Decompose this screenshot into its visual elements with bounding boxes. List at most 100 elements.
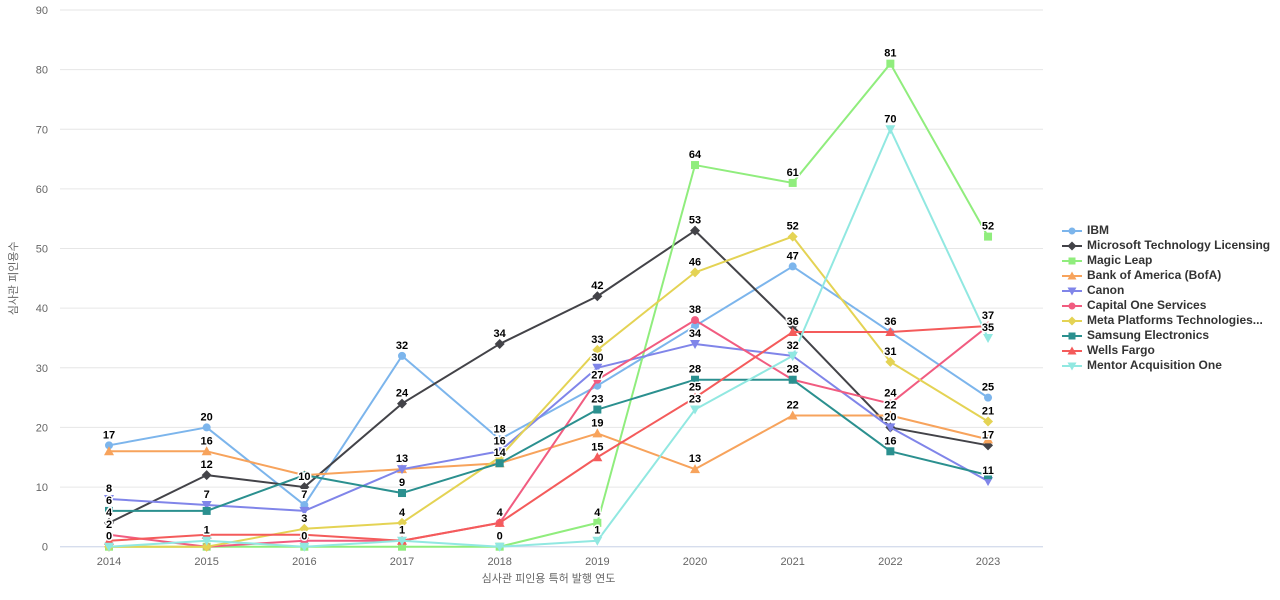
data-label-canon-2015: 7 [204, 489, 210, 501]
data-label-microsoft-technology-licensing-2022: 20 [884, 411, 896, 423]
series-samsung-electronics [105, 375, 993, 515]
legend-label-ibm: IBM [1087, 223, 1109, 237]
labels-ibm: 17 20 7 32 18 27 47 25 [101, 249, 995, 503]
legend-symbol-meta-platforms-technologies [1067, 316, 1077, 325]
x-axis-title: 심사관 피인용 특허 발행 연도 [482, 572, 616, 585]
data-label-mentor-acquisition-one-2020: 23 [689, 394, 701, 406]
data-label-meta-platforms-technologies-2023: 21 [982, 405, 994, 417]
marker-bank-of-america-bofa-2021 [787, 410, 798, 420]
marker-microsoft-technology-licensing-2016 [299, 482, 310, 493]
x-tick-label-2018: 2018 [487, 556, 511, 568]
marker-wells-fargo-2019 [592, 452, 603, 462]
legend-item-samsung-electronics[interactable]: Samsung Electronics [1062, 328, 1270, 343]
marker-canon-2018 [494, 447, 505, 457]
marker-canon-2023 [983, 477, 994, 487]
marker-meta-platforms-technologies-2020 [690, 267, 701, 278]
legend-label-mentor-acquisition-one: Mentor Acquisition One [1087, 358, 1222, 372]
data-label-magic-leap-2022: 81 [884, 48, 896, 60]
legend-label-capital-one-services: Capital One Services [1087, 298, 1207, 312]
legend-item-canon[interactable]: Canon [1062, 283, 1270, 298]
series-ibm [105, 262, 993, 509]
data-label-canon-2014: 8 [106, 483, 112, 495]
legend-symbol-mentor-acquisition-one [1067, 362, 1077, 370]
labels-microsoft-technology-licensing: 4 12 10 24 34 42 53 20 17 [104, 213, 995, 520]
marker-samsung-electronics-2015 [202, 506, 211, 515]
series-line-capital-one-services [108, 319, 990, 548]
marker-canon-2020 [690, 339, 701, 349]
marker-canon-2015 [201, 500, 212, 510]
data-label-microsoft-technology-licensing-2016: 10 [298, 471, 310, 483]
legend-item-bank-of-america-bofa[interactable]: Bank of America (BofA) [1062, 268, 1270, 283]
marker-canon-2014 [104, 494, 114, 504]
chart-legend: IBM Microsoft Technology Licensing Magic L… [1062, 223, 1270, 373]
series-wells-fargo [104, 321, 994, 545]
marker-samsung-electronics-2023 [984, 471, 993, 480]
labels-samsung-electronics: 6 9 23 28 16 [104, 362, 898, 508]
data-label-bank-of-america-bofa-2019: 19 [591, 417, 603, 429]
data-label-ibm-2016: 7 [301, 489, 307, 501]
data-label-magic-leap-2020: 64 [689, 149, 702, 161]
x-tick-label-2021: 2021 [780, 556, 804, 568]
legend-symbol-ibm [1068, 227, 1076, 234]
legend-item-capital-one-services[interactable]: Capital One Services [1062, 298, 1270, 313]
marker-bank-of-america-bofa-2020 [690, 464, 701, 474]
data-label-ibm-2015: 20 [201, 411, 213, 423]
data-label-ibm-2021: 47 [787, 250, 799, 262]
data-label-magic-leap-2016: 0 [301, 531, 307, 543]
marker-meta-platforms-technologies-2015 [201, 541, 212, 552]
series-magic-leap [105, 59, 993, 551]
legend-item-ibm[interactable]: IBM [1062, 223, 1270, 238]
y-tick-label: 60 [36, 184, 48, 196]
marker-canon-2017 [397, 465, 408, 475]
series-mentor-acquisition-one [104, 125, 994, 552]
data-label-mentor-acquisition-one-2021: 32 [787, 340, 799, 352]
marker-microsoft-technology-licensing-2021 [787, 321, 798, 332]
marker-ibm-2020 [691, 322, 700, 331]
data-label-mentor-acquisition-one-2015: 1 [204, 525, 210, 537]
legend-label-magic-leap: Magic Leap [1087, 253, 1153, 267]
series-line-bank-of-america-bofa [108, 414, 990, 477]
y-tick-label: 20 [36, 422, 48, 434]
x-tick-label-2016: 2016 [292, 556, 316, 568]
legend-label-wells-fargo: Wells Fargo [1087, 343, 1155, 357]
marker-microsoft-technology-licensing-2015 [201, 470, 212, 481]
marker-magic-leap-2023 [984, 232, 993, 241]
marker-samsung-electronics-2014 [105, 506, 113, 515]
series-line-meta-platforms-technologies [108, 235, 990, 548]
marker-mentor-acquisition-one-2017 [397, 536, 408, 546]
marker-wells-fargo-2020 [690, 392, 701, 402]
marker-microsoft-technology-licensing-2014 [104, 517, 114, 528]
legend-item-meta-platforms-technologies[interactable]: Meta Platforms Technologies... [1062, 313, 1270, 328]
marker-mentor-acquisition-one-2023 [983, 333, 994, 343]
marker-mentor-acquisition-one-2016 [299, 542, 310, 552]
marker-meta-platforms-technologies-2021 [787, 231, 798, 242]
marker-capital-one-services-2022 [886, 399, 895, 408]
data-label-bank-of-america-bofa-2022: 22 [884, 400, 896, 412]
data-label-bank-of-america-bofa-2021: 22 [787, 400, 799, 412]
marker-samsung-electronics-2022 [886, 447, 895, 456]
marker-ibm-2018 [495, 435, 504, 444]
legend-item-mentor-acquisition-one[interactable]: Mentor Acquisition One [1062, 358, 1270, 373]
y-tick-label: 50 [36, 244, 48, 256]
data-label-wells-fargo-2023: 37 [982, 310, 994, 322]
legend-item-magic-leap[interactable]: Magic Leap [1062, 253, 1270, 268]
legend-marker-canon [1062, 287, 1082, 295]
data-label-capital-one-services-2017: 1 [399, 525, 405, 537]
data-label-mentor-acquisition-one-2022: 70 [884, 113, 896, 125]
data-label-ibm-2019: 27 [591, 370, 603, 382]
legend-item-microsoft-technology-licensing[interactable]: Microsoft Technology Licensing [1062, 238, 1270, 253]
data-label-meta-platforms-technologies-2022: 31 [884, 346, 896, 358]
marker-wells-fargo-2023 [983, 321, 994, 331]
legend-item-wells-fargo[interactable]: Wells Fargo [1062, 343, 1270, 358]
legend-marker-ibm [1062, 227, 1082, 234]
marker-meta-platforms-technologies-2019 [592, 344, 603, 355]
y-tick-label: 30 [36, 363, 48, 375]
series-line-wells-fargo [108, 325, 990, 542]
marker-mentor-acquisition-one-2019 [592, 536, 603, 546]
data-label-bank-of-america-bofa-2018: 14 [494, 447, 507, 459]
data-label-microsoft-technology-licensing-2023: 17 [982, 429, 994, 441]
